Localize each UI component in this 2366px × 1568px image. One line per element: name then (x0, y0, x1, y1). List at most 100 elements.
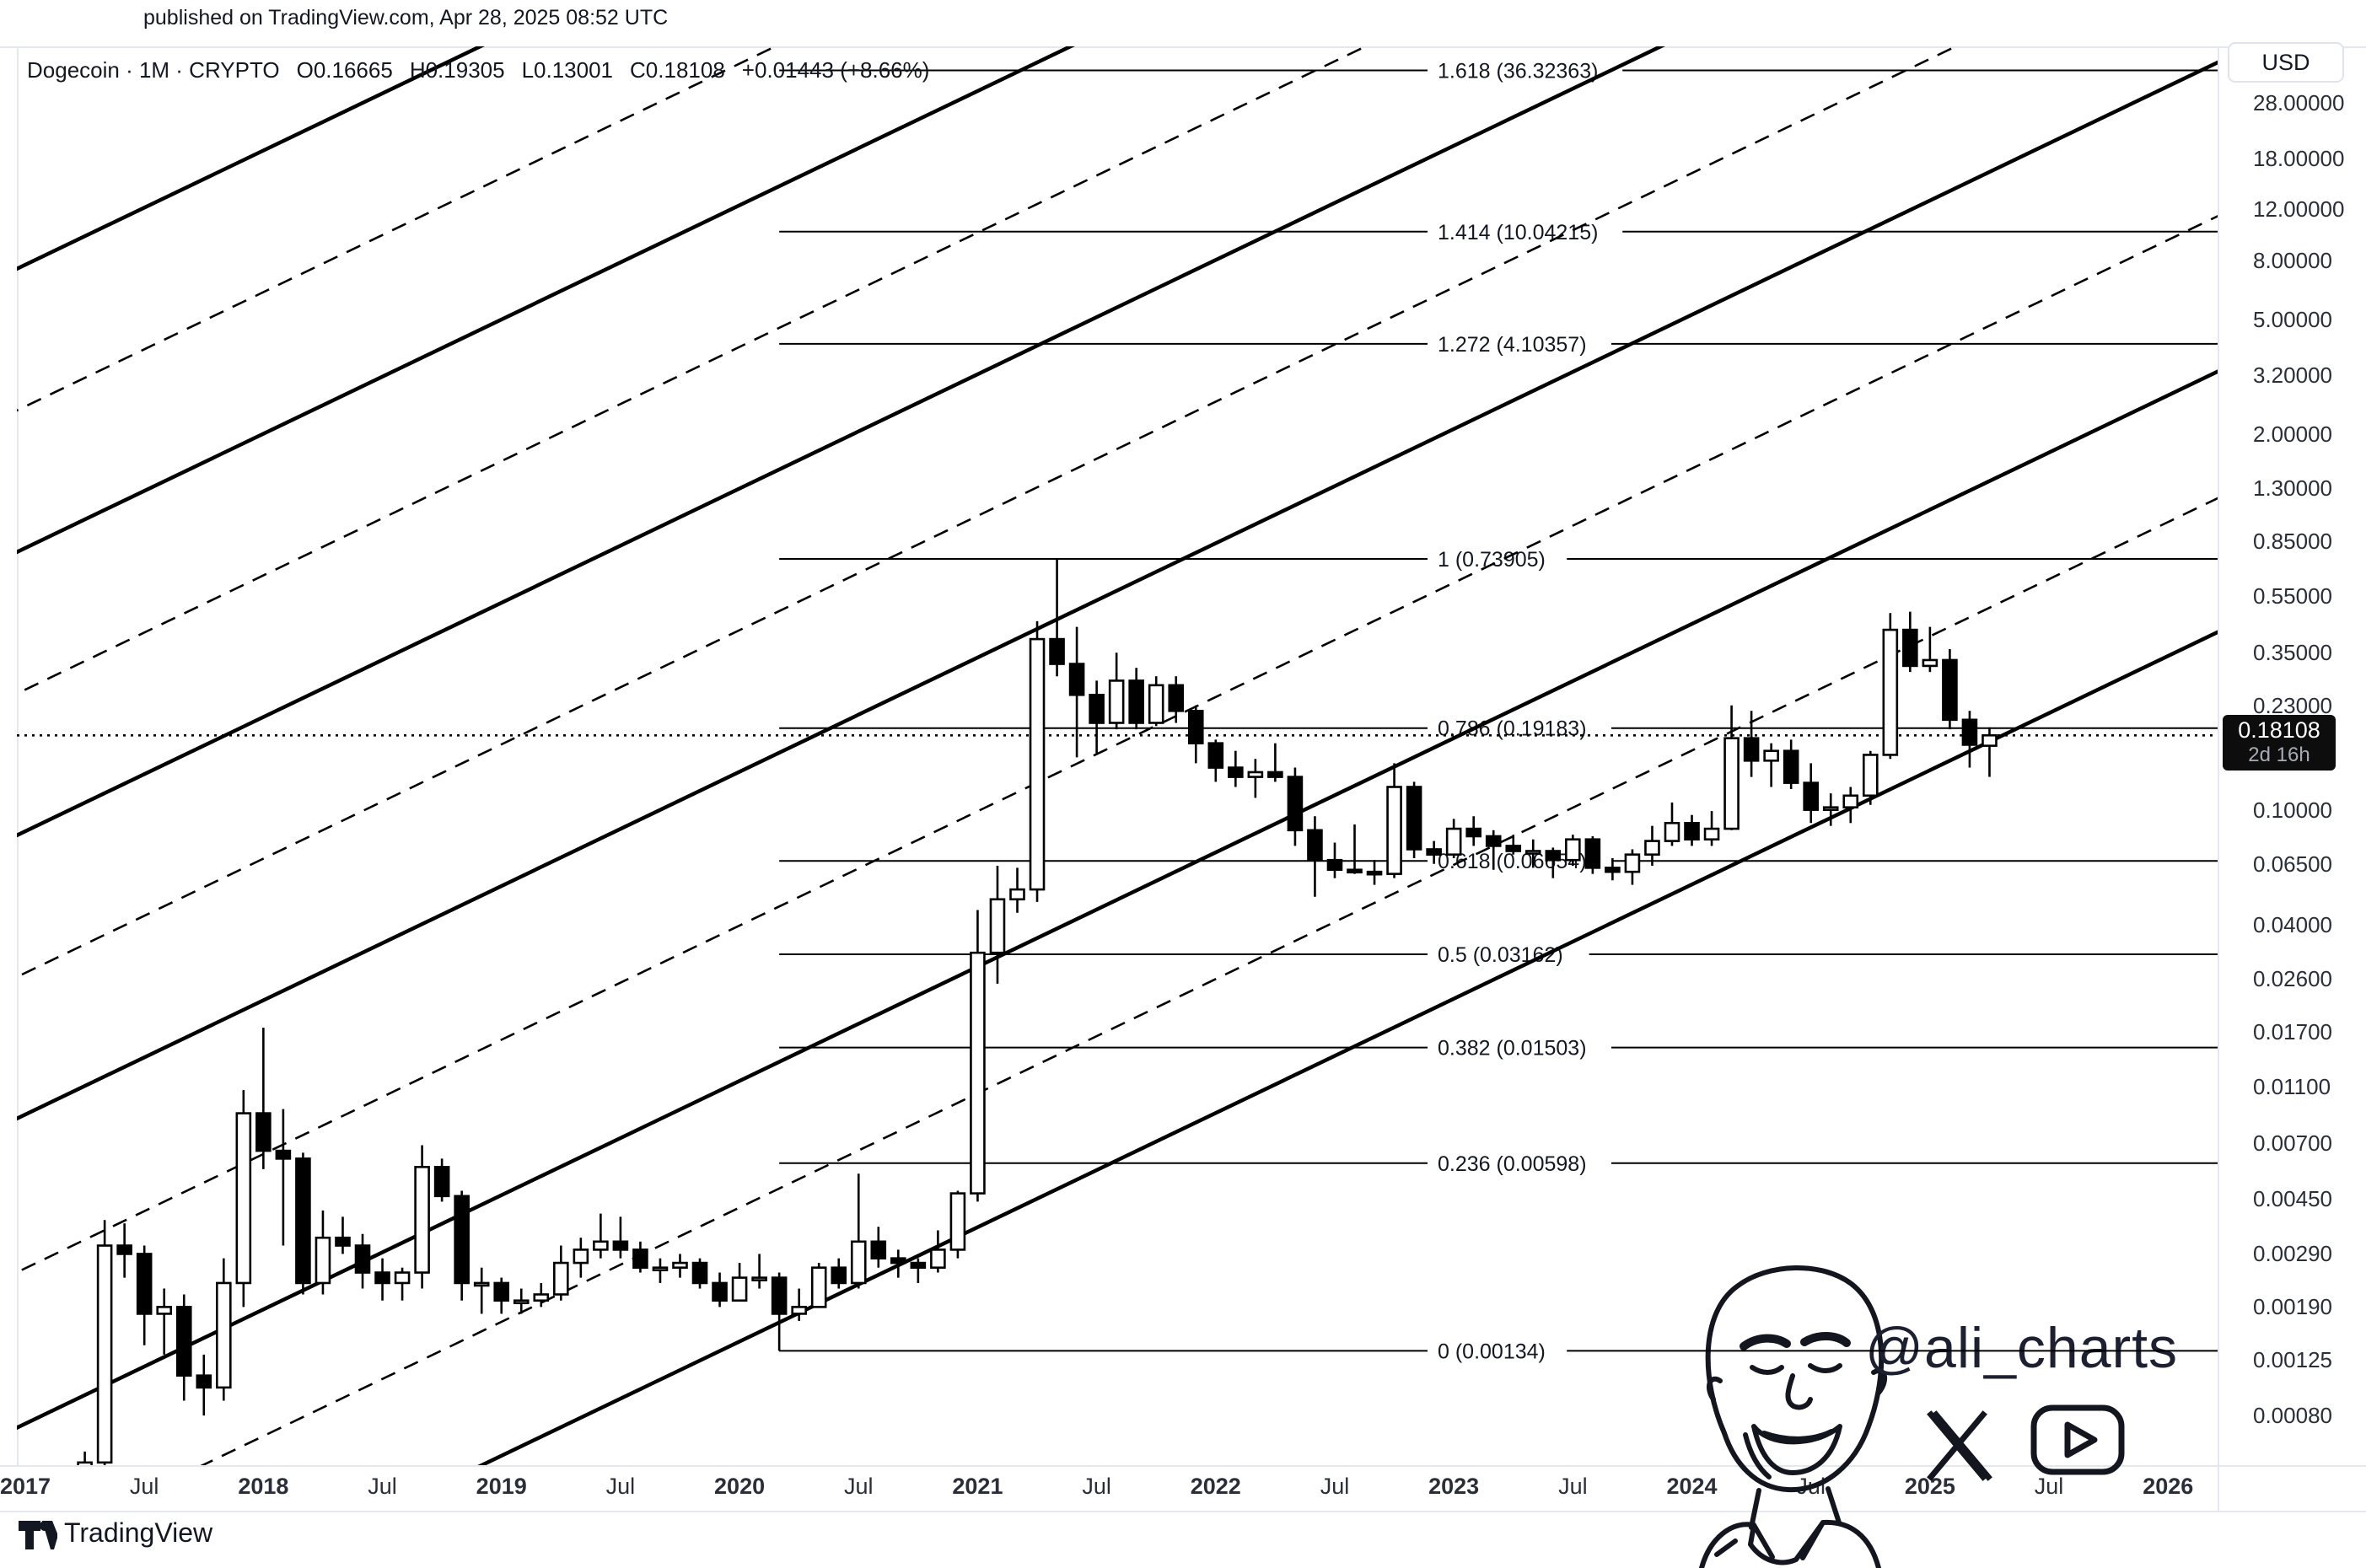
price-axis-label: 0.10000 (2253, 797, 2332, 823)
candle-body (1287, 776, 1304, 832)
candle-body (1366, 870, 1383, 876)
candle-body (731, 1276, 748, 1302)
candle-body (156, 1306, 173, 1315)
face-doodle (1699, 1265, 1888, 1568)
candle-body (493, 1281, 510, 1302)
price-scale-separator[interactable] (2218, 46, 2219, 1511)
price-axis-label: 0.04000 (2253, 911, 2332, 937)
candle-body (810, 1266, 827, 1308)
time-axis-month-label: Jul (1558, 1474, 1588, 1499)
candle-body (196, 1374, 212, 1389)
candle-body (414, 1166, 430, 1274)
candle-body (1584, 838, 1601, 869)
candle-body (1445, 827, 1462, 856)
time-axis-year-label: 2026 (2143, 1474, 2194, 1499)
candle-body (1386, 786, 1402, 875)
candle-body (1882, 628, 1899, 756)
candle-body (433, 1166, 450, 1198)
channel-line-dashed (17, 46, 1369, 695)
tradingview-brand: TradingView (64, 1517, 213, 1548)
fib-label-bg (1428, 326, 1611, 361)
candle-body (1068, 663, 1085, 696)
fib-label-bg (1428, 937, 1589, 971)
candle-body (533, 1293, 550, 1302)
last-price-badge[interactable]: 0.18108 2d 16h (2223, 715, 2336, 771)
candle-body (1822, 806, 1839, 811)
candle-body (116, 1244, 132, 1255)
candle-body (1128, 679, 1144, 724)
time-scale-separator[interactable] (0, 1465, 2366, 1467)
candle-body (1565, 838, 1581, 862)
price-axis-label: 0.23000 (2253, 692, 2332, 718)
watermark-handle: @ali_charts (1865, 1316, 2179, 1380)
candle-body (831, 1266, 847, 1285)
candle-body (454, 1195, 470, 1285)
ohlc-high: H0.19305 (409, 57, 505, 83)
fib-label-bg (1428, 542, 1567, 576)
channel-line-dashed (17, 46, 1959, 979)
x-logo (1927, 1410, 1992, 1481)
candle-body (275, 1149, 292, 1160)
candle-body (335, 1236, 351, 1247)
candle-body (652, 1266, 669, 1271)
candle-body (850, 1240, 867, 1285)
time-axis-year-label: 2023 (1428, 1474, 1480, 1499)
candle-body (1505, 845, 1522, 852)
candle-body (573, 1248, 589, 1265)
price-axis-label: 3.20000 (2253, 362, 2332, 388)
candle-body (354, 1244, 371, 1274)
candle-body (791, 1306, 807, 1315)
time-axis-year-label: 2019 (476, 1474, 527, 1499)
channel-line-solid (17, 369, 2218, 1431)
candle-body (1763, 749, 1779, 762)
candle-body (1108, 679, 1125, 724)
candle-body (136, 1253, 153, 1315)
candle-body (1426, 848, 1442, 856)
price-axis-label: 0.00450 (2253, 1186, 2332, 1212)
candle-body (672, 1261, 688, 1269)
candle-body (1465, 827, 1481, 838)
fib-label-bg (1428, 1146, 1611, 1180)
published-note: published on TradingView.com, Apr 28, 20… (143, 6, 669, 30)
footer-separator (0, 1511, 2366, 1512)
fib-label-bg (1428, 214, 1623, 249)
candle-body (890, 1257, 906, 1265)
fib-label: 0.786 (0.19183) (1438, 717, 1587, 741)
price-axis-label: 0.00190 (2253, 1294, 2332, 1320)
candle-body (1842, 794, 1859, 808)
candle-body (1644, 840, 1660, 856)
symbol-legend[interactable]: Dogecoin · 1M · CRYPTO O0.16665 H0.19305… (27, 57, 929, 83)
time-axis-month-label: Jul (605, 1474, 636, 1499)
candle-body (1347, 868, 1363, 874)
candle-body (295, 1157, 311, 1285)
candle-body (1009, 888, 1025, 901)
candle-body (1902, 628, 1918, 668)
candle-body (1624, 853, 1641, 873)
price-axis-label: 0.01100 (2253, 1074, 2331, 1100)
price-axis-label: 0.00700 (2253, 1130, 2332, 1157)
candle-body (1406, 786, 1422, 851)
candle-body (1664, 822, 1680, 842)
candle-body (1743, 737, 1760, 762)
time-axis-month-label: Jul (129, 1474, 159, 1499)
price-axis-label: 5.00000 (2253, 306, 2332, 332)
candle-body (175, 1306, 192, 1377)
chart-left-border (17, 46, 19, 1465)
channel-line-solid (17, 60, 2218, 1121)
candle-body (1723, 737, 1740, 830)
candle-body (1485, 835, 1502, 847)
fib-label-bg (1428, 711, 1611, 745)
price-axis-label: 0.02600 (2253, 966, 2332, 992)
symbol-title: Dogecoin · 1M · CRYPTO (27, 57, 280, 83)
candle-body (1187, 710, 1204, 744)
chart-top-border (0, 46, 2366, 48)
fib-label: 1 (0.73905) (1438, 548, 1546, 572)
channel-line-dashed (200, 497, 2218, 1465)
candle-body (1207, 742, 1224, 769)
candle-body (374, 1271, 390, 1285)
candle-body (691, 1261, 708, 1285)
candle-body (1605, 867, 1621, 873)
